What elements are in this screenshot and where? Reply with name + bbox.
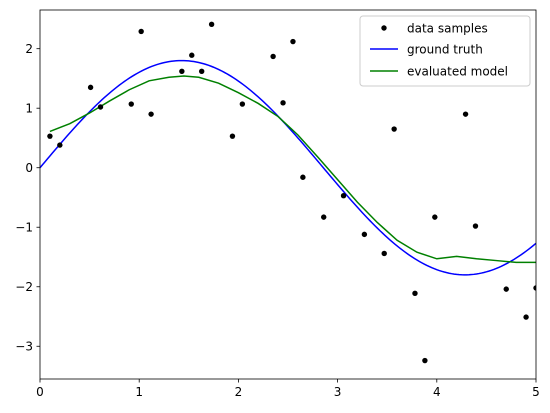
x-tick-label-1: 1	[135, 385, 143, 399]
legend-box	[359, 15, 531, 87]
data-sample-point-28	[523, 314, 529, 320]
data-sample-point-0	[47, 133, 53, 139]
ground-truth-line	[40, 59, 536, 276]
x-tick-label-0: 0	[36, 385, 44, 399]
x-tick-label-3: 3	[334, 385, 342, 399]
data-sample-point-3	[97, 104, 104, 110]
data-sample-point-2	[87, 84, 94, 91]
legend-label-ground-truth: ground truth	[407, 42, 483, 56]
y-tick-label-2: −1	[15, 221, 33, 235]
data-sample-point-6	[148, 111, 154, 117]
data-sample-point-14	[280, 100, 286, 106]
y-tick-label-4: 1	[25, 102, 33, 116]
y-tick-label-5: 2	[25, 42, 33, 56]
axes-border	[39, 9, 537, 380]
data-sample-point-21	[391, 126, 397, 132]
data-sample-point-29	[533, 285, 536, 291]
data-sample-point-15	[290, 38, 296, 45]
legend-marker-data-samples	[381, 25, 387, 31]
data-sample-point-27	[503, 286, 509, 292]
data-sample-point-18	[340, 192, 347, 199]
plot-area	[40, 21, 536, 364]
data-sample-point-7	[179, 68, 185, 75]
data-sample-point-11	[229, 133, 236, 139]
data-sample-point-1	[57, 142, 63, 148]
y-axis: −3 −2 −1 0 1 2	[15, 42, 40, 354]
x-tick-label-5: 5	[532, 385, 540, 399]
data-sample-point-4	[128, 101, 134, 107]
data-sample-point-23	[422, 357, 428, 364]
data-sample-point-16	[300, 174, 306, 180]
data-sample-point-25	[462, 111, 469, 117]
data-sample-point-12	[239, 101, 246, 107]
data-sample-point-26	[472, 223, 479, 229]
y-tick-label-3: 0	[25, 161, 33, 175]
data-sample-point-22	[412, 290, 418, 296]
legend-label-data-samples: data samples	[407, 21, 488, 35]
data-sample-point-13	[270, 53, 276, 60]
data-sample-point-17	[321, 214, 327, 220]
y-tick-label-1: −2	[15, 280, 33, 294]
y-tick-label-0: −3	[15, 340, 33, 354]
data-sample-point-10	[208, 21, 215, 27]
axes-frame	[39, 9, 537, 380]
x-tick-label-2: 2	[235, 385, 243, 399]
data-sample-point-20	[381, 250, 387, 257]
data-sample-point-5	[138, 28, 144, 35]
data-sample-point-9	[198, 68, 205, 75]
x-axis: 0 1 2 3 4 5	[36, 379, 540, 399]
data-sample-point-24	[432, 214, 438, 220]
evaluated-model-line	[49, 75, 536, 264]
x-tick-label-4: 4	[433, 385, 441, 399]
legend-label-evaluated-model: evaluated model	[407, 64, 508, 78]
legend: data samples ground truth evaluated model	[359, 15, 531, 87]
data-sample-point-8	[189, 52, 195, 58]
data-sample-point-19	[361, 231, 368, 238]
